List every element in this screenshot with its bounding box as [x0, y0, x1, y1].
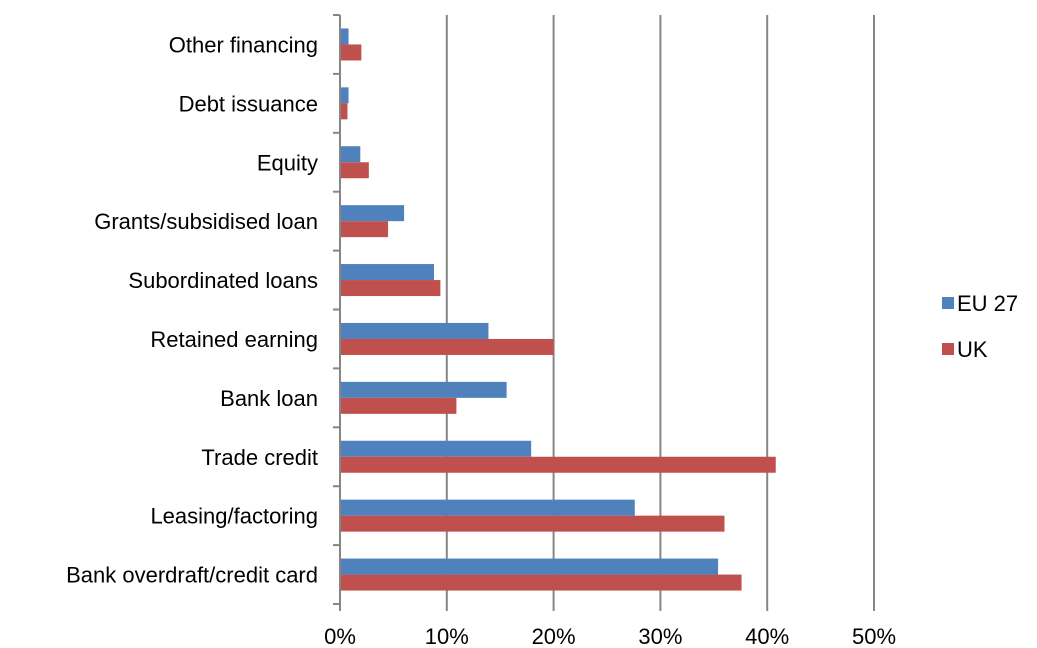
bar-eu-27: [340, 205, 405, 222]
bar-eu-27: [340, 499, 635, 516]
bar-eu-27: [340, 440, 532, 457]
bars: [340, 28, 776, 591]
axes: [333, 14, 875, 611]
category-label: Grants/subsidised loan: [94, 209, 318, 234]
category-label: Trade credit: [201, 445, 318, 470]
category-label: Leasing/factoring: [150, 504, 318, 529]
legend-label: UK: [957, 337, 988, 362]
x-tick-label: 0%: [324, 624, 356, 648]
bar-uk: [340, 162, 369, 179]
bar-eu-27: [340, 558, 719, 575]
category-label: Subordinated loans: [128, 268, 318, 293]
category-labels: Other financing Debt issuance Equity Grants…: [66, 32, 318, 587]
x-tick-label: 50%: [852, 624, 896, 648]
bar-eu-27: [340, 381, 507, 398]
category-label: Other financing: [169, 32, 318, 57]
x-tick-label: 40%: [745, 624, 789, 648]
legend-swatch: [942, 343, 954, 355]
category-label: Equity: [257, 150, 318, 175]
legend-label: EU 27: [957, 291, 1018, 316]
bar-eu-27: [340, 87, 349, 104]
bar-eu-27: [340, 322, 489, 339]
bar-uk: [340, 44, 362, 61]
category-label: Bank overdraft/credit card: [66, 563, 318, 588]
category-label: Retained earning: [150, 327, 318, 352]
bar-uk: [340, 280, 441, 297]
legend: EU 27 UK: [942, 291, 1018, 362]
x-tick-label: 30%: [638, 624, 682, 648]
x-tick-labels: 0% 10% 20% 30% 40% 50%: [324, 624, 896, 648]
bar-uk: [340, 103, 348, 120]
category-label: Debt issuance: [179, 91, 318, 116]
x-tick-label: 10%: [425, 624, 469, 648]
bar-eu-27: [340, 264, 434, 281]
bar-uk: [340, 397, 457, 414]
bar-uk: [340, 456, 776, 473]
category-label: Bank loan: [220, 386, 318, 411]
bar-eu-27: [340, 146, 361, 163]
bar-uk: [340, 338, 554, 355]
bar-uk: [340, 221, 389, 238]
legend-swatch: [942, 297, 954, 309]
x-tick-label: 20%: [532, 624, 576, 648]
bar-uk: [340, 574, 742, 591]
bar-uk: [340, 515, 725, 532]
bar-eu-27: [340, 28, 349, 45]
